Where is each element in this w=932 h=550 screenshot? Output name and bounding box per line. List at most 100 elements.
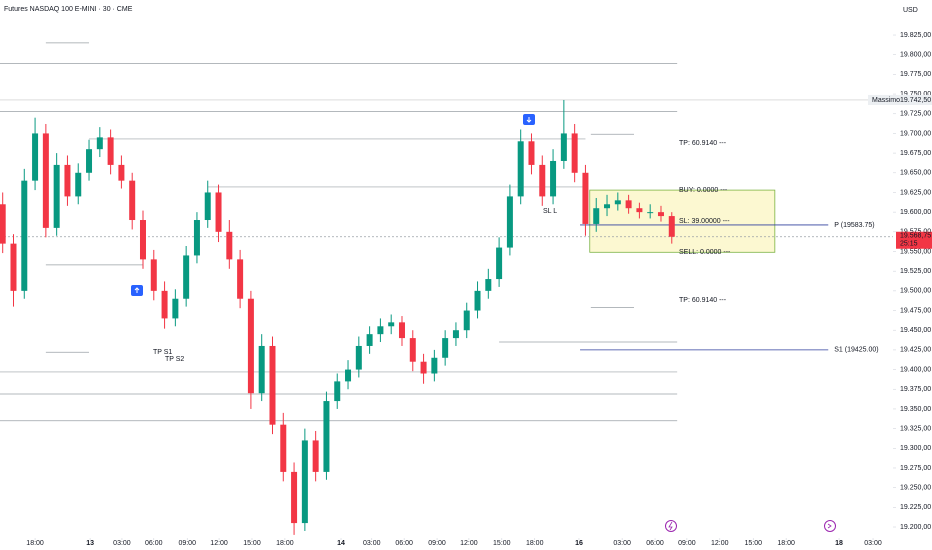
- candle-body: [193, 220, 200, 256]
- x-tick-label: 03:00: [864, 540, 882, 547]
- y-tick-label: 19.725,00: [900, 111, 931, 118]
- candle-body: [614, 200, 621, 205]
- candle-body: [10, 243, 17, 291]
- candle-body: [604, 204, 611, 209]
- candle-body: [345, 369, 352, 382]
- candle-body: [593, 208, 600, 224]
- candle-body: [420, 361, 427, 374]
- x-tick-label: 12:00: [460, 540, 478, 547]
- candle-body: [312, 440, 319, 472]
- candle-body: [366, 334, 373, 346]
- y-tick-label: 19.450,00: [900, 327, 931, 334]
- candle-body: [452, 330, 459, 339]
- candle-body: [409, 338, 416, 362]
- x-tick-label: 14: [337, 540, 345, 547]
- annotation: SELL: 0.0000 ---: [679, 249, 731, 256]
- y-tick-label: 19.475,00: [900, 307, 931, 314]
- y-tick-label: 19.625,00: [900, 189, 931, 196]
- candle-body: [528, 141, 535, 165]
- x-tick-label: 06:00: [395, 540, 413, 547]
- candle-body: [355, 345, 362, 370]
- candle-body: [247, 298, 254, 394]
- candle-body: [571, 133, 578, 173]
- candle-body: [301, 440, 308, 524]
- x-tick-label: 09:00: [428, 540, 446, 547]
- candle-body: [647, 212, 654, 214]
- y-tick-label: 19.400,00: [900, 366, 931, 373]
- y-tick-label: 19.525,00: [900, 268, 931, 275]
- x-tick-label: 06:00: [145, 540, 163, 547]
- x-tick-label: 03:00: [613, 540, 631, 547]
- candle-body: [53, 164, 60, 228]
- candle-body: [237, 259, 244, 299]
- candle-body: [280, 424, 287, 472]
- candle-body: [582, 172, 589, 224]
- annotation: TP S1: [153, 349, 172, 356]
- annotation: SL: 39.00000 ---: [679, 218, 730, 225]
- y-tick-label: 19.325,00: [900, 425, 931, 432]
- x-tick-label: 09:00: [678, 540, 696, 547]
- x-tick-label: 13: [86, 540, 94, 547]
- annotation: TP: 60.9140 ---: [679, 140, 727, 147]
- y-tick-label: 19.700,00: [900, 130, 931, 137]
- last-price-value: 19.568,75: [900, 233, 931, 240]
- candle-body: [463, 310, 470, 331]
- candle-body: [21, 180, 28, 291]
- candle-body: [96, 137, 103, 150]
- candle-body: [506, 196, 513, 248]
- high-label-value: 19.742,50: [900, 97, 931, 104]
- x-tick-label: 15:00: [243, 540, 261, 547]
- x-tick-label: 18: [835, 540, 843, 547]
- candle-body: [42, 133, 49, 228]
- annotation: TP S2: [165, 356, 184, 363]
- x-tick-label: 15:00: [493, 540, 511, 547]
- y-tick-label: 19.300,00: [900, 445, 931, 452]
- candle-body: [107, 137, 114, 165]
- x-tick-label: 18:00: [526, 540, 544, 547]
- y-tick-label: 19.225,00: [900, 504, 931, 511]
- candle-body: [139, 220, 146, 260]
- y-tick-label: 19.750,00: [900, 91, 931, 98]
- signal-marker: [131, 114, 535, 296]
- y-tick-label: 19.250,00: [900, 484, 931, 491]
- candle-body: [64, 164, 71, 197]
- x-tick-label: 16: [575, 540, 583, 547]
- candle-body: [161, 290, 168, 319]
- candle-body: [129, 180, 136, 221]
- high-label-box: [868, 94, 932, 105]
- candle-body: [323, 401, 330, 472]
- candle-body: [657, 212, 664, 217]
- x-tick-label: 12:00: [210, 540, 228, 547]
- y-tick-label: 19.350,00: [900, 406, 931, 413]
- pivot-label: P (19583.75): [834, 222, 874, 229]
- candle-body: [485, 279, 492, 291]
- y-tick-label: 19.650,00: [900, 170, 931, 177]
- y-tick-label: 19.775,00: [900, 71, 931, 78]
- y-tick-label: 19.425,00: [900, 347, 931, 354]
- x-tick-label: 03:00: [113, 540, 131, 547]
- candle-body: [377, 326, 384, 335]
- candle-body: [636, 208, 643, 213]
- x-tick-label: 03:00: [363, 540, 381, 547]
- y-tick-label: 19.500,00: [900, 288, 931, 295]
- candle-body: [32, 133, 39, 181]
- y-tick-label: 19.800,00: [900, 52, 931, 59]
- candle-body: [269, 345, 276, 425]
- candle-body: [398, 322, 405, 339]
- y-tick-label: 19.375,00: [900, 386, 931, 393]
- last-price-box: [896, 231, 932, 249]
- candle-body: [334, 381, 341, 402]
- x-tick-label: 15:00: [744, 540, 762, 547]
- candle-body: [474, 290, 481, 311]
- annotation: SL L: [543, 208, 557, 215]
- pivot-label: S1 (19425.00): [834, 347, 878, 354]
- candle-body: [388, 322, 395, 327]
- annotation: TP: 60.9140 ---: [679, 297, 727, 304]
- y-tick-label: 19.825,00: [900, 32, 931, 39]
- candle-body: [560, 133, 567, 161]
- event-icon[interactable]: [665, 520, 836, 532]
- currency: USD: [903, 7, 918, 14]
